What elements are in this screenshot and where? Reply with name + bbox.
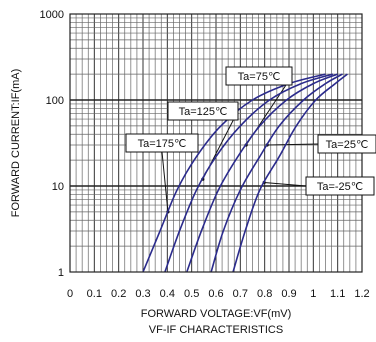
chart-title: VF-IF CHARACTERISTICS xyxy=(149,324,283,336)
x-tick-label: 0.7 xyxy=(233,288,248,300)
x-tick-label: 0.9 xyxy=(281,288,296,300)
y-tick-label: 10 xyxy=(52,181,64,193)
annotation-box xyxy=(305,176,375,196)
y-axis-title: FORWARD CURRENT:IF(mA) xyxy=(10,69,22,218)
annotation-label: Ta=-25℃ xyxy=(317,181,363,193)
annotation-box xyxy=(125,133,199,153)
x-tick-label: 0 xyxy=(67,288,73,300)
x-tick-labels: 0 0.1 0.2 0.3 0.4 0.5 0.6 0.7 0.8 0.9 1 1.1 1.2 xyxy=(67,288,370,300)
x-tick-label: 0.8 xyxy=(257,288,272,300)
x-tick-label: 0.1 xyxy=(87,288,102,300)
annotation-label: Ta=25℃ xyxy=(326,139,369,151)
x-axis-title: FORWARD VOLTAGE:VF(mV) xyxy=(141,308,292,320)
annotation-box xyxy=(225,66,293,86)
annotation-label: Ta=125℃ xyxy=(179,106,228,118)
series-line xyxy=(186,73,338,273)
x-tick-label: 0.5 xyxy=(184,288,199,300)
x-tick-label: 1.1 xyxy=(330,288,345,300)
series-line xyxy=(164,73,334,273)
x-tick-label: 0.4 xyxy=(160,288,175,300)
series-line xyxy=(210,73,343,273)
x-tick-label: 0.3 xyxy=(135,288,150,300)
x-tick-label: 0.2 xyxy=(111,288,126,300)
annotation-label: Ta=175℃ xyxy=(138,138,187,150)
x-tick-label: 0.6 xyxy=(208,288,223,300)
series-layer xyxy=(142,73,348,273)
annotation-box xyxy=(167,101,239,121)
series-line xyxy=(232,73,348,273)
y-tick-labels: 1 10 100 1000 xyxy=(40,9,64,279)
y-tick-label: 100 xyxy=(46,95,64,107)
annotation-boxes: Ta=75℃ Ta=125℃ Ta=175℃ Ta=25℃ Ta=-25℃ xyxy=(125,66,376,196)
x-tick-label: 1 xyxy=(310,288,316,300)
y-tick-label: 1 xyxy=(58,267,64,279)
annotation-label: Ta=75℃ xyxy=(238,71,281,83)
x-tick-label: 1.2 xyxy=(354,288,369,300)
annotation-box xyxy=(317,134,376,154)
annotation-leader-line xyxy=(264,181,307,187)
y-tick-label: 1000 xyxy=(40,9,64,21)
annotation-leader-line xyxy=(267,143,319,146)
annotation-leader-line xyxy=(161,151,169,212)
